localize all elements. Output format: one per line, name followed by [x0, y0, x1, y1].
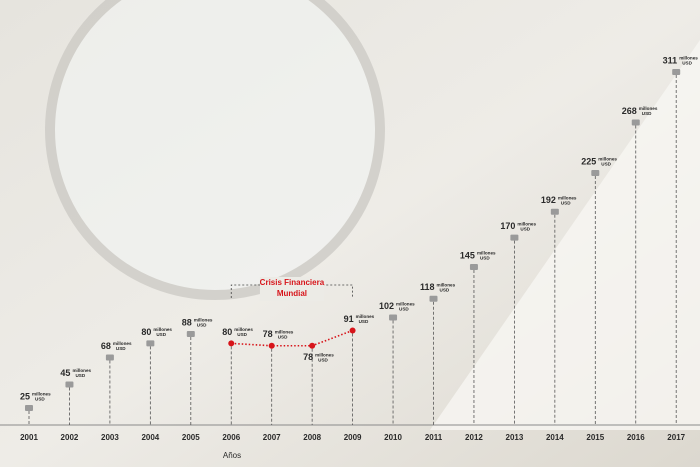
point: [510, 234, 519, 241]
x-tick-label: 2012: [465, 433, 483, 442]
x-tick-label: 2003: [101, 433, 119, 442]
x-tick-label: 2011: [425, 433, 443, 442]
point: [429, 295, 438, 302]
unit-label: millones: [275, 329, 294, 334]
unit-label: millones: [437, 282, 456, 287]
x-tick-label: 2014: [546, 433, 564, 442]
unit-label: millones: [356, 314, 375, 319]
unit-label: USD: [480, 256, 490, 261]
unit-label: millones: [639, 106, 658, 111]
point: [65, 381, 74, 388]
x-tick-label: 2004: [141, 433, 159, 442]
point: [309, 342, 316, 349]
unit-label: millones: [234, 327, 253, 332]
value-label: 225: [581, 156, 596, 166]
value-label: 88: [182, 317, 192, 327]
unit-label: USD: [75, 373, 85, 378]
unit-label: millones: [598, 157, 617, 162]
unit-label: millones: [679, 56, 698, 61]
unit-label: USD: [642, 111, 652, 116]
highlight-line: [231, 329, 353, 347]
value-label: 80: [141, 327, 151, 337]
point: [672, 68, 681, 75]
annotation-text: Mundial: [277, 289, 307, 298]
value-label: 268: [622, 106, 637, 116]
unit-label: USD: [318, 357, 328, 362]
unit-label: millones: [477, 251, 496, 256]
value-label: 45: [60, 368, 70, 378]
value-label: 311: [663, 55, 678, 65]
unit-label: millones: [396, 301, 415, 306]
unit-label: USD: [601, 162, 611, 167]
unit-label: USD: [682, 61, 692, 66]
point: [389, 314, 398, 321]
unit-label: USD: [35, 397, 45, 402]
value-label: 68: [101, 341, 111, 351]
background-wedge: [430, 40, 700, 430]
unit-label: USD: [520, 226, 530, 231]
unit-label: USD: [156, 332, 166, 337]
unit-label: millones: [194, 318, 213, 323]
x-tick-label: 2015: [586, 433, 604, 442]
value-label: 192: [541, 195, 556, 205]
unit-label: USD: [116, 346, 126, 351]
value-label: 170: [500, 221, 515, 231]
unit-label: millones: [517, 221, 536, 226]
unit-label: USD: [440, 287, 450, 292]
annotation-bg: [259, 277, 324, 301]
point: [550, 208, 559, 215]
unit-label: millones: [113, 341, 132, 346]
point: [25, 405, 33, 412]
unit-label: USD: [399, 306, 409, 311]
unit-label: USD: [197, 323, 207, 328]
unit-label: millones: [153, 327, 172, 332]
x-tick-label: 2005: [182, 433, 200, 442]
value-label: 78: [263, 329, 273, 339]
x-tick-label: 2013: [506, 433, 524, 442]
x-tick-label: 2010: [384, 433, 402, 442]
x-tick-label: 2001: [20, 433, 38, 442]
value-label: 80: [222, 327, 232, 337]
point: [349, 327, 356, 334]
value-label: 91: [344, 314, 354, 324]
value-label: 102: [379, 301, 394, 311]
unit-label: millones: [72, 368, 91, 373]
point: [146, 340, 155, 347]
unit-label: USD: [359, 319, 369, 324]
x-tick-label: 2009: [344, 433, 362, 442]
unit-label: USD: [278, 334, 288, 339]
value-label: 25: [20, 391, 30, 401]
point: [631, 119, 640, 126]
x-tick-label: 2017: [667, 433, 685, 442]
x-tick-label: 2006: [222, 433, 240, 442]
point: [228, 340, 235, 347]
point: [591, 170, 600, 177]
unit-label: millones: [32, 392, 51, 397]
x-tick-label: 2016: [627, 433, 645, 442]
magnifier-decoration: [45, 0, 385, 300]
x-tick-label: 2008: [303, 433, 321, 442]
x-tick-label: 2007: [263, 433, 281, 442]
value-label: 118: [420, 282, 435, 292]
value-label: 78: [303, 352, 313, 362]
point: [268, 342, 275, 349]
x-axis-label: Años: [223, 451, 241, 460]
annotation-text: Crisis Financiera: [260, 278, 325, 287]
unit-label: millones: [558, 196, 577, 201]
point: [469, 264, 478, 271]
x-tick-label: 2002: [61, 433, 79, 442]
unit-label: USD: [237, 332, 247, 337]
point: [105, 354, 114, 361]
value-label: 145: [460, 250, 475, 260]
point: [186, 331, 195, 337]
unit-label: USD: [561, 201, 571, 206]
unit-label: millones: [315, 352, 334, 357]
